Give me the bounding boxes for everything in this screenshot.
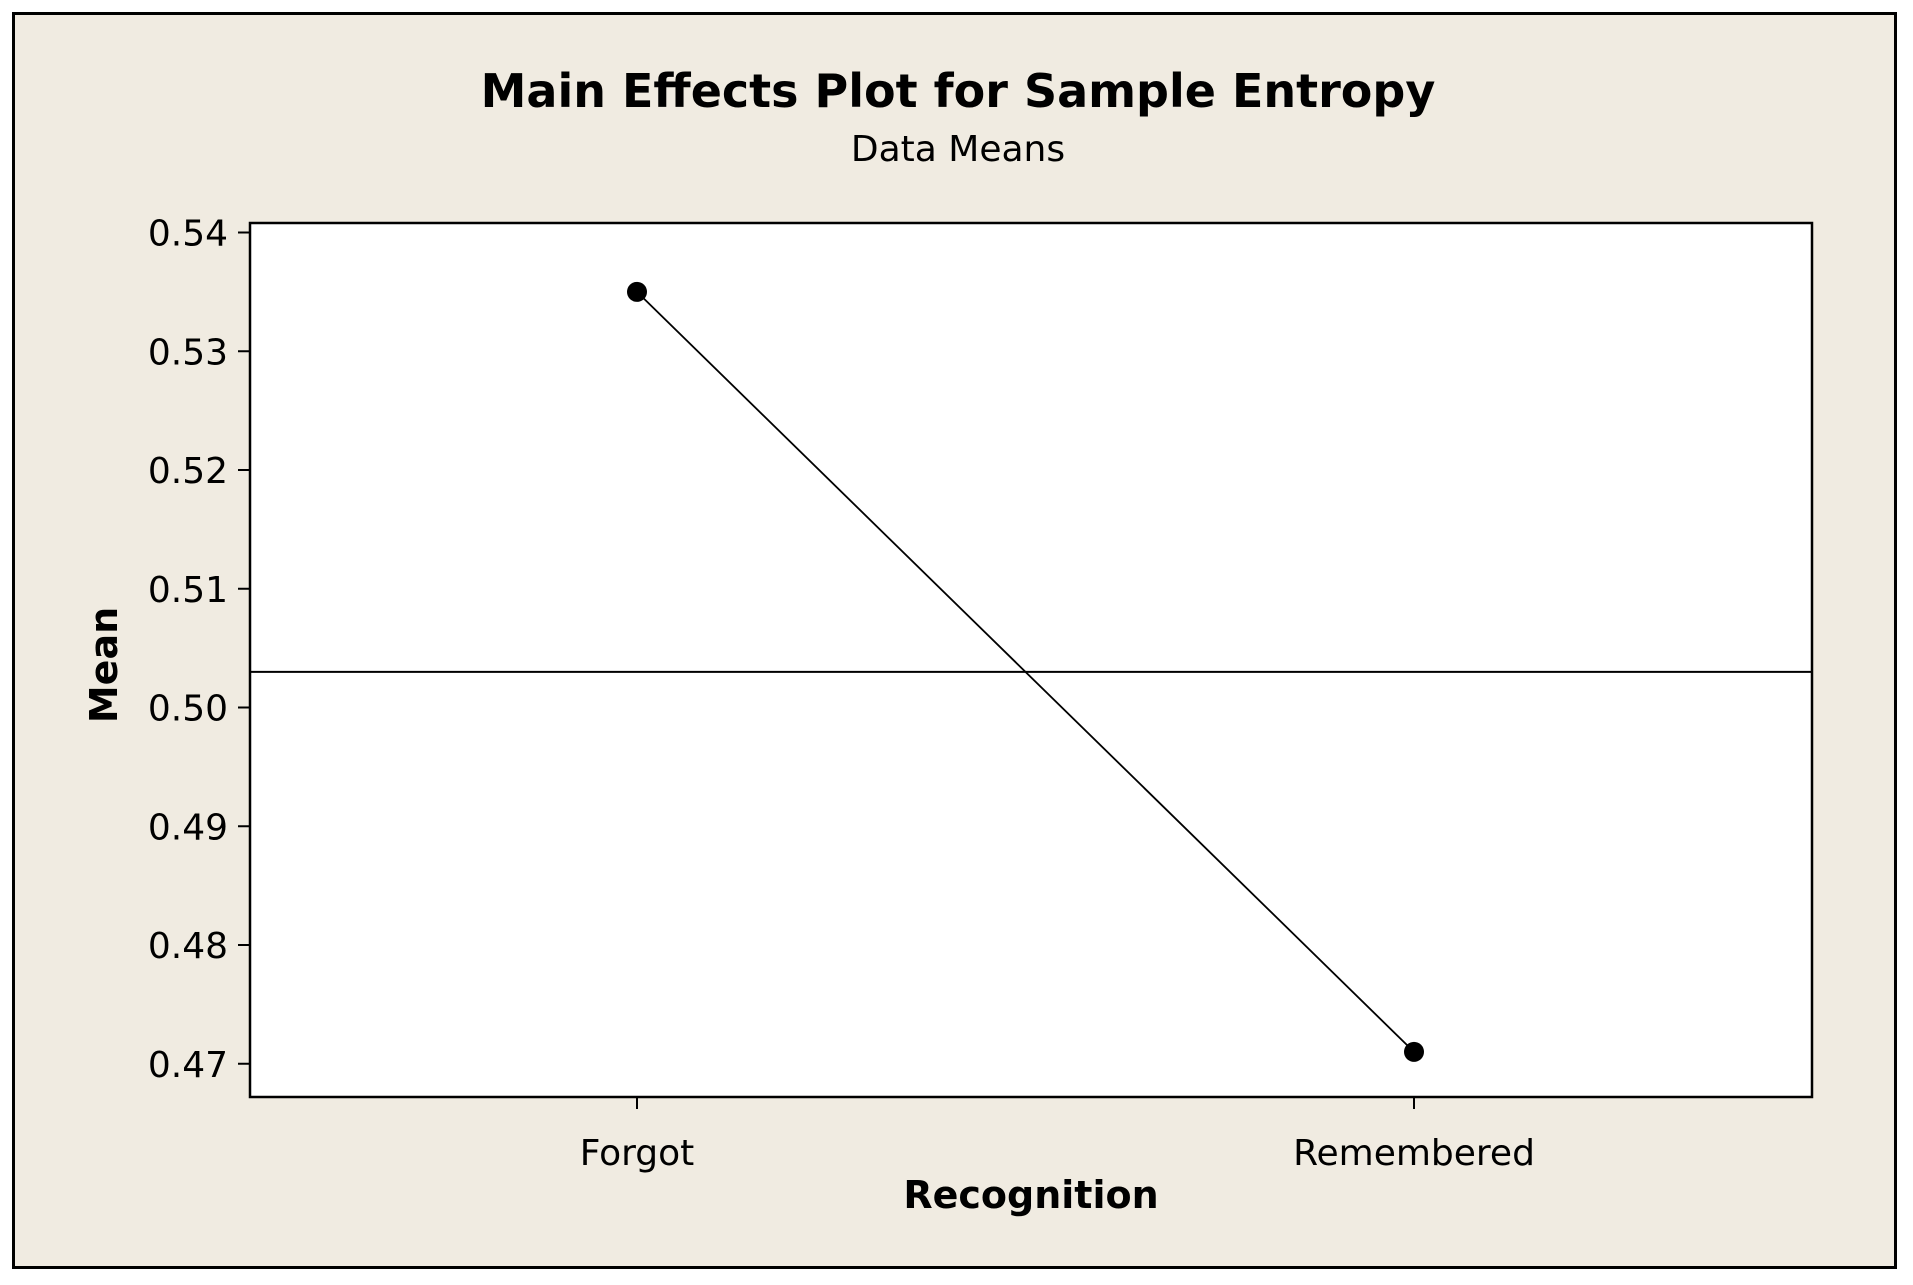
y-axis-ticks: 0.47 0.48 0.49 0.50 0.51 0.52 0.53 0.54	[148, 214, 250, 1086]
x-axis-label: Recognition	[903, 1173, 1158, 1217]
data-point	[1404, 1041, 1424, 1062]
y-tick-label: 0.51	[148, 570, 228, 611]
y-tick-label: 0.49	[148, 807, 228, 848]
y-tick-label: 0.54	[148, 214, 228, 255]
y-tick-label: 0.52	[148, 451, 228, 492]
chart-subtitle: Data Means	[851, 129, 1065, 170]
y-axis-label: Mean	[82, 607, 126, 723]
chart-frame: Main Effects Plot for Sample Entropy Dat…	[12, 12, 1897, 1269]
y-tick-label: 0.53	[148, 332, 228, 373]
y-tick-label: 0.47	[148, 1045, 228, 1086]
series-line	[636, 291, 1415, 1053]
chart: Main Effects Plot for Sample Entropy Dat…	[82, 64, 1814, 1217]
y-tick-label: 0.48	[148, 926, 228, 967]
y-tick-label: 0.50	[148, 689, 228, 730]
x-axis-ticks: Forgot Remembered	[580, 1097, 1535, 1174]
series-layer	[627, 281, 1424, 1062]
x-tick-label: Remembered	[1293, 1133, 1535, 1174]
data-point	[627, 281, 647, 302]
x-tick-label: Forgot	[580, 1133, 695, 1174]
plot-area	[248, 221, 1814, 1099]
chart-title: Main Effects Plot for Sample Entropy	[481, 64, 1436, 118]
